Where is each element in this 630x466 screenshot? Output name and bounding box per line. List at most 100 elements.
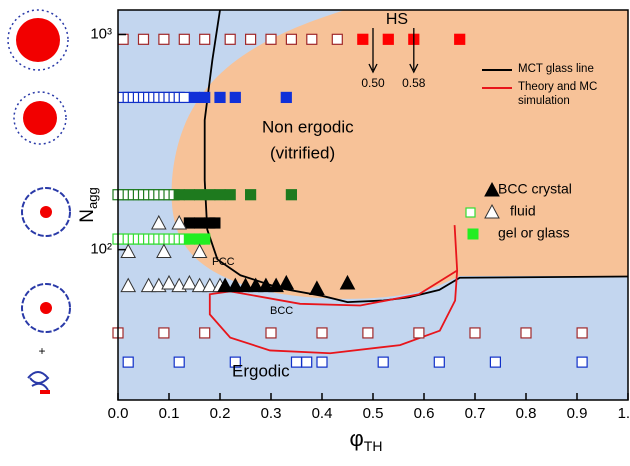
annotation: FCC [212, 256, 235, 268]
annotation: BCC [270, 305, 293, 317]
x-label-sub: TH [364, 438, 383, 454]
triangle-marker [309, 280, 325, 295]
square-marker [117, 33, 129, 45]
legend-label: Theory and MC simulation [518, 81, 598, 107]
legend: MCT glass line Theory and MC simulation [478, 62, 628, 112]
micelle-icons: + [7, 9, 71, 394]
non-ergodic-region [171, 10, 628, 299]
square-marker [362, 327, 374, 339]
core [16, 18, 60, 62]
corona [21, 283, 71, 333]
corona [13, 91, 67, 145]
x-tick-label: 0.3 [261, 405, 282, 422]
square-marker [178, 91, 190, 104]
chain-end [40, 390, 50, 394]
square-marker [301, 356, 313, 368]
legend-swatch [482, 87, 512, 89]
x-tick-label: 0.0 [108, 405, 129, 422]
triangle-marker [201, 277, 218, 293]
square-marker [489, 356, 501, 368]
x-axis-label: φTH [350, 426, 383, 454]
square-marker [158, 33, 170, 45]
triangle-marker [156, 243, 172, 259]
triangle-marker [140, 277, 157, 293]
square-marker [183, 217, 195, 229]
square-marker [306, 33, 318, 45]
square-marker [280, 91, 292, 104]
hs-arrow-label: 0.50 [361, 76, 385, 90]
triangle-marker [217, 277, 233, 293]
corona [21, 187, 71, 237]
square-marker [245, 189, 257, 201]
square-marker [173, 189, 185, 201]
square-marker [433, 356, 445, 368]
legend-swatch [482, 69, 512, 71]
square-marker [183, 233, 195, 245]
legend-item: MCT glass line [478, 62, 628, 76]
triangle-marker [339, 274, 356, 290]
x-tick-label: 0.7 [465, 405, 486, 422]
triangle-marker [247, 277, 264, 293]
square-marker [214, 189, 226, 201]
square-marker [199, 233, 211, 245]
square-marker [214, 91, 226, 104]
annotation: Ergodic [232, 361, 290, 380]
legend-marker [465, 207, 476, 218]
hs-arrow-head [409, 63, 419, 74]
hs-arrow [368, 28, 378, 74]
x-tick-label: 0.6 [414, 405, 435, 422]
square-marker [224, 189, 236, 201]
square-marker [137, 33, 150, 45]
square-marker [204, 189, 216, 201]
triangle-marker [171, 214, 188, 230]
chain [27, 371, 50, 391]
square-marker [316, 327, 328, 339]
square-marker [122, 356, 134, 368]
triangle-marker [191, 277, 208, 293]
square-marker [178, 33, 190, 45]
annotation: Non ergodic [262, 117, 354, 136]
square-marker [199, 91, 211, 104]
square-marker [199, 33, 211, 45]
x-tick-label: 0.4 [312, 405, 333, 422]
square-marker [158, 327, 170, 339]
square-marker [229, 356, 241, 368]
x-tick-label: 1.0 [618, 405, 630, 422]
square-marker [454, 33, 466, 45]
triangle-marker [258, 277, 274, 293]
hs-arrow-head [368, 63, 378, 74]
square-marker [285, 189, 297, 201]
square-marker [520, 327, 532, 339]
square-marker [199, 327, 211, 339]
square-marker [229, 91, 241, 104]
square-marker [265, 327, 277, 339]
square-marker [265, 33, 277, 45]
square-marker [194, 217, 206, 229]
square-marker [285, 33, 297, 45]
triangle-marker [150, 214, 167, 230]
square-marker [224, 33, 236, 45]
legend-label: BCC crystal [498, 181, 572, 197]
hs-arrow [409, 28, 419, 74]
legend-label: MCT glass line [518, 63, 594, 75]
corona [7, 9, 69, 71]
triangle-marker [120, 243, 137, 259]
y-tick-label: 10² [90, 241, 112, 258]
square-marker [377, 356, 389, 368]
triangle-marker [191, 243, 208, 259]
square-marker [331, 33, 343, 45]
square-marker [382, 33, 394, 45]
x-tick-label: 0.9 [567, 405, 588, 422]
plus: + [38, 344, 45, 358]
square-marker [576, 356, 588, 368]
triangle-marker [181, 274, 198, 290]
triangle-marker [278, 274, 295, 290]
legend-label: fluid [510, 203, 536, 219]
square-marker [194, 189, 206, 201]
curve [208, 225, 459, 355]
square-marker [576, 327, 588, 339]
square-marker [413, 327, 425, 339]
legend-label: gel or glass [498, 225, 570, 241]
x-tick-label: 0.2 [210, 405, 231, 422]
